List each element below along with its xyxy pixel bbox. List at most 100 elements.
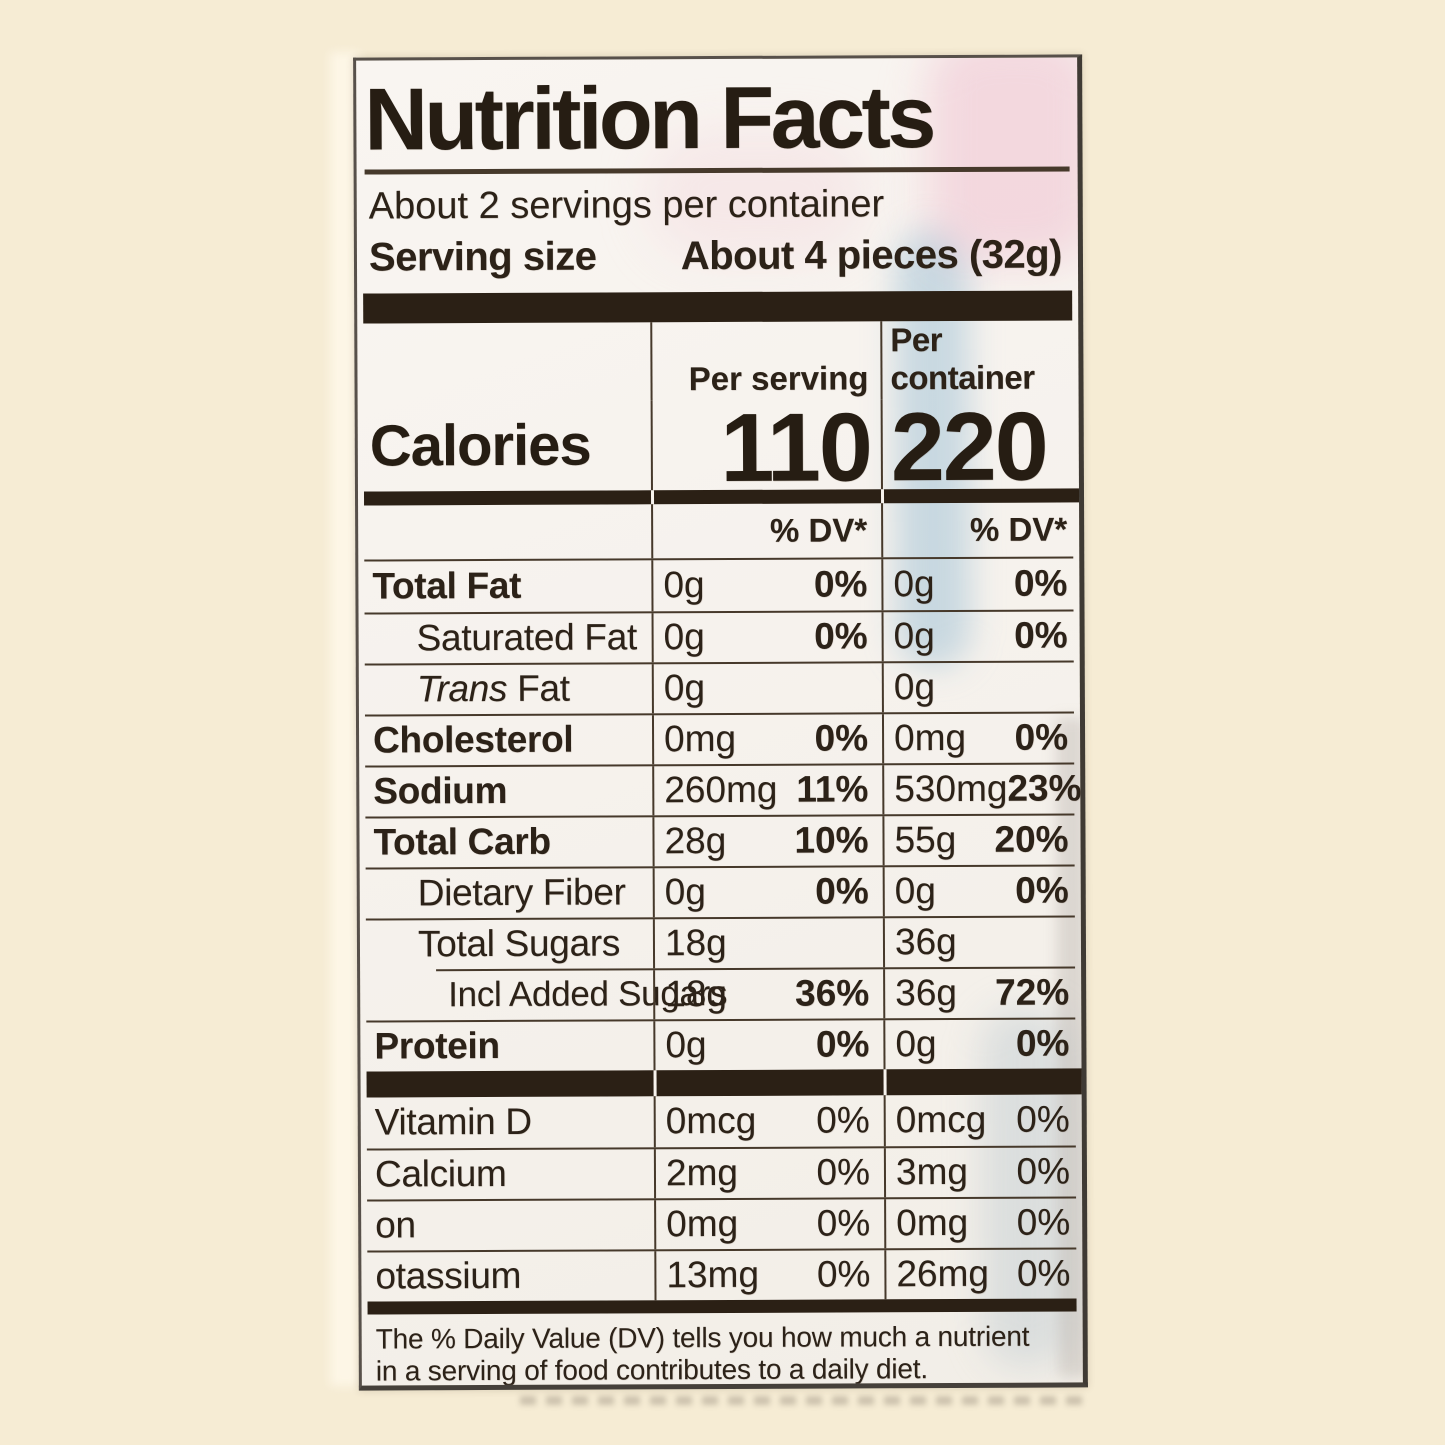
bar-segment bbox=[880, 488, 1082, 503]
row-sodium: Sodium 260mg 11% 530mg 23% bbox=[365, 762, 1083, 817]
thick-divider-bar-middle bbox=[366, 1067, 1084, 1098]
bar-segment bbox=[363, 489, 652, 506]
bar-segment bbox=[650, 488, 882, 504]
label-content: Nutrition Facts About 2 servings per con… bbox=[356, 57, 1085, 1391]
serving-size-value: About 4 pieces (32g) bbox=[680, 232, 1063, 278]
bar-segment bbox=[653, 1068, 884, 1096]
label-title: Nutrition Facts bbox=[364, 67, 933, 169]
serving-amount: 0g bbox=[663, 564, 705, 606]
container-dv: 0% bbox=[1014, 614, 1068, 656]
nutrient-name: on bbox=[375, 1204, 416, 1246]
row-saturated-fat: Saturated Fat 0g 0% 0g 0% bbox=[364, 609, 1082, 664]
package-fine-print-blur bbox=[520, 1396, 1082, 1405]
row-calcium: Calcium 2mg 0% 3mg 0% bbox=[366, 1145, 1085, 1200]
calories-per-container: 220 bbox=[880, 392, 1081, 501]
nutrient-name: Protein bbox=[374, 1025, 500, 1067]
serving-dv: 0% bbox=[816, 1151, 871, 1193]
nutrient-name: Trans Fat bbox=[365, 667, 652, 710]
row-potassium: otassium 13mg 0% 26mg 0% bbox=[367, 1247, 1085, 1302]
row-dietary-fiber: Dietary Fiber 0g 0% 0g 0% bbox=[365, 864, 1083, 919]
serving-amount: 260mg bbox=[664, 768, 778, 811]
serving-amount: 0g bbox=[663, 667, 706, 709]
nutrient-name: Total Fat bbox=[372, 564, 522, 607]
container-dv: 0% bbox=[1016, 1150, 1071, 1192]
container-amount: 0g bbox=[895, 1023, 937, 1065]
nutrient-name: Total Carb bbox=[373, 820, 551, 863]
nutrient-name: otassium bbox=[375, 1254, 522, 1297]
serving-cell: 0g 0% bbox=[651, 611, 882, 662]
serving-dv: 0% bbox=[815, 870, 869, 912]
container-amount: 36g bbox=[894, 921, 957, 963]
serving-cell: 18g 36% bbox=[653, 968, 884, 1019]
serving-cell: 0mg 0% bbox=[651, 713, 883, 764]
container-cell: 0g 0% bbox=[881, 611, 1082, 661]
container-dv: 0% bbox=[1014, 716, 1069, 758]
container-amount: 0g bbox=[893, 666, 936, 708]
daily-value-header-row: % DV* % DV* bbox=[364, 502, 1082, 562]
nutrition-facts-label: Nutrition Facts About 2 servings per con… bbox=[353, 54, 1088, 1391]
serving-amount: 2mg bbox=[665, 1152, 739, 1194]
dv-header-serving: % DV* bbox=[651, 502, 882, 558]
serving-dv: 0% bbox=[814, 615, 868, 657]
container-amount: 0mg bbox=[896, 1202, 969, 1244]
serving-cell: 0mg 0% bbox=[654, 1198, 885, 1249]
container-amount: 0g bbox=[894, 870, 936, 912]
container-cell: 0mcg 0% bbox=[883, 1093, 1084, 1146]
serving-dv: 0% bbox=[816, 1253, 871, 1295]
container-amount: 0g bbox=[893, 615, 935, 657]
container-cell: 3mg 0% bbox=[883, 1146, 1085, 1197]
per-container-header: Per container bbox=[880, 320, 1081, 399]
container-cell: 0mg 0% bbox=[884, 1197, 1085, 1248]
trans-rest: Fat bbox=[507, 667, 570, 710]
serving-cell: 0mcg 0% bbox=[653, 1094, 884, 1147]
container-dv: 20% bbox=[994, 818, 1069, 860]
serving-dv: 36% bbox=[795, 972, 870, 1014]
container-cell: 36g 72% bbox=[883, 967, 1084, 1018]
nutrient-name: Total Sugars bbox=[417, 922, 621, 965]
serving-cell: 28g 10% bbox=[652, 815, 883, 866]
serving-cell: 13mg 0% bbox=[654, 1249, 885, 1300]
row-protein: Protein 0g 0% 0g 0% bbox=[366, 1017, 1084, 1072]
container-dv: 23% bbox=[1007, 767, 1082, 809]
container-amount: 3mg bbox=[895, 1151, 969, 1193]
row-added-sugars: Incl Added Sugars 18g 36% 36g 72% bbox=[366, 966, 1084, 1020]
container-amount: 530mg bbox=[894, 767, 1008, 810]
serving-amount: 18g bbox=[665, 973, 728, 1015]
container-cell: 0g bbox=[881, 662, 1082, 712]
serving-amount: 0mg bbox=[666, 1203, 739, 1245]
nutrient-name: Incl Added Sugars bbox=[448, 974, 728, 1015]
container-dv: 0% bbox=[1015, 1022, 1070, 1064]
container-dv: 0% bbox=[1016, 1252, 1071, 1294]
footnote-line: The % Daily Value (DV) tells you how muc… bbox=[375, 1320, 1030, 1355]
serving-dv: 0% bbox=[814, 717, 869, 759]
container-amount: 0g bbox=[893, 563, 935, 605]
container-cell: 36g bbox=[882, 916, 1084, 967]
nutrient-name: Cholesterol bbox=[372, 718, 574, 761]
nutrient-name: Dietary Fiber bbox=[417, 871, 626, 914]
serving-amount: 0g bbox=[664, 871, 706, 913]
bar-segment bbox=[883, 1067, 1084, 1095]
calories-per-serving: 110 bbox=[650, 392, 881, 502]
container-cell: 0g 0% bbox=[882, 865, 1083, 916]
thick-divider-bar-top bbox=[363, 290, 1073, 324]
serving-dv: 0% bbox=[816, 1099, 870, 1141]
serving-cell: 0g 0% bbox=[651, 558, 882, 611]
serving-cell: 18g bbox=[652, 917, 884, 968]
per-serving-header: Per serving bbox=[650, 320, 881, 400]
container-amount: 0mg bbox=[893, 717, 967, 759]
serving-amount: 13mg bbox=[666, 1253, 760, 1296]
serving-amount: 0g bbox=[665, 1024, 707, 1066]
serving-cell: 0g bbox=[651, 662, 882, 713]
bar-segment bbox=[366, 1069, 654, 1098]
servings-per-container: About 2 servings per container bbox=[368, 183, 885, 228]
row-iron: on 0mg 0% 0mg 0% bbox=[367, 1196, 1085, 1251]
serving-amount: 0mcg bbox=[665, 1099, 757, 1142]
serving-amount: 28g bbox=[664, 820, 727, 862]
container-cell: 55g 20% bbox=[882, 814, 1083, 865]
serving-dv: 11% bbox=[796, 768, 869, 810]
container-cell: 0mg 0% bbox=[881, 713, 1083, 763]
serving-cell: 260mg 11% bbox=[652, 764, 883, 815]
dv-header-spacer bbox=[364, 531, 651, 532]
row-vitamin-d: Vitamin D 0mcg 0% 0mcg 0% bbox=[367, 1093, 1084, 1148]
nutrient-name: Vitamin D bbox=[374, 1100, 532, 1143]
